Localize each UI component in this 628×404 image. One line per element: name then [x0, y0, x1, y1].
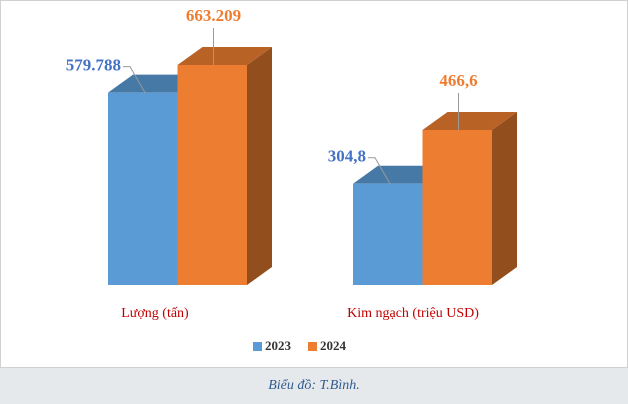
value-label: 304,8 — [328, 147, 366, 166]
bar — [177, 65, 247, 285]
legend-label: 2024 — [320, 338, 347, 353]
bar — [422, 130, 492, 285]
leader-line — [123, 66, 146, 93]
caption: Biểu đồ: T.Bình. — [268, 378, 360, 393]
legend-swatch — [253, 342, 262, 351]
value-label: 663.209 — [186, 6, 241, 25]
leader-line — [368, 157, 391, 184]
bar-side — [247, 47, 272, 285]
bar-side — [492, 112, 517, 285]
bar — [108, 92, 178, 285]
legend-swatch — [308, 342, 317, 351]
legend-label: 2023 — [265, 338, 292, 353]
bar — [353, 183, 423, 285]
bar-top — [177, 47, 272, 65]
caption-band — [0, 368, 628, 404]
bar-top — [422, 112, 517, 130]
value-label: 466,6 — [439, 71, 477, 90]
x-tick-label: Lượng (tấn) — [121, 306, 189, 321]
x-tick-label: Kim ngạch (triệu USD) — [347, 306, 479, 321]
chart-frame — [0, 0, 628, 368]
value-label: 579.788 — [66, 56, 121, 75]
